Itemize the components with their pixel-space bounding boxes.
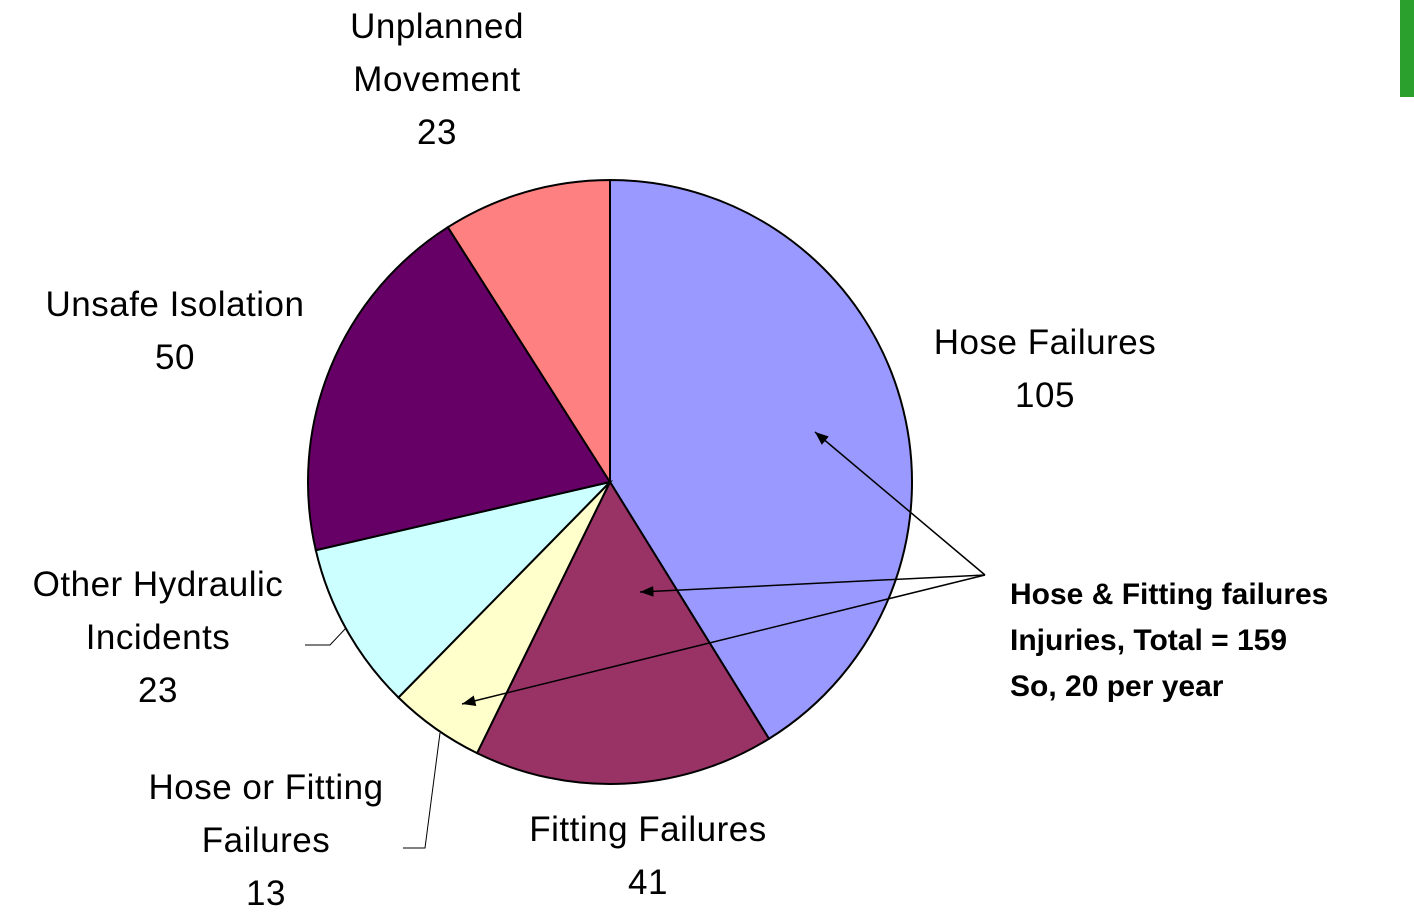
arrow (461, 574, 986, 707)
category-name: Unsafe Isolation (45, 285, 305, 324)
category-name: Hose Failures (933, 323, 1157, 362)
slice (307, 225, 612, 552)
slice (475, 479, 771, 785)
leader-line (403, 732, 441, 849)
arrow (814, 431, 986, 576)
annotation-line: Injuries, Total = 159 (1010, 624, 1288, 657)
arrow (639, 574, 986, 597)
annotation-line: Hose & Fitting failures (1010, 578, 1329, 611)
category-name: Unplanned Movement (350, 7, 524, 99)
category-name: Fitting Failures (529, 810, 767, 849)
value-label: 23 (417, 113, 457, 152)
slice-label: Hose Failures 105 (885, 316, 1205, 422)
leader-line (305, 627, 347, 646)
accent-bar (1400, 0, 1414, 97)
slice-label: Fitting Failures 41 (478, 803, 818, 909)
pie (307, 178, 913, 785)
value-label: 41 (628, 863, 668, 902)
value-label: 105 (1015, 376, 1075, 415)
slice-label: Unplanned Movement 23 (322, 0, 552, 159)
annotation-line: So, 20 per year (1010, 670, 1224, 703)
category-name: Other Hydraulic Incidents (32, 565, 284, 657)
slice-label: Other Hydraulic Incidents 23 (8, 558, 308, 717)
slice (314, 480, 614, 699)
slice-label: Unsafe Isolation 50 (10, 278, 340, 384)
value-label: 13 (246, 874, 286, 913)
value-label: 23 (138, 671, 178, 710)
annotation: Hose & Fitting failures Injuries, Total … (1010, 572, 1328, 710)
slice (609, 178, 913, 741)
category-name: Hose or Fitting Failures (148, 768, 384, 860)
slice-label: Hose or Fitting Failures 13 (116, 761, 416, 920)
slice (446, 178, 611, 486)
value-label: 50 (155, 338, 195, 377)
